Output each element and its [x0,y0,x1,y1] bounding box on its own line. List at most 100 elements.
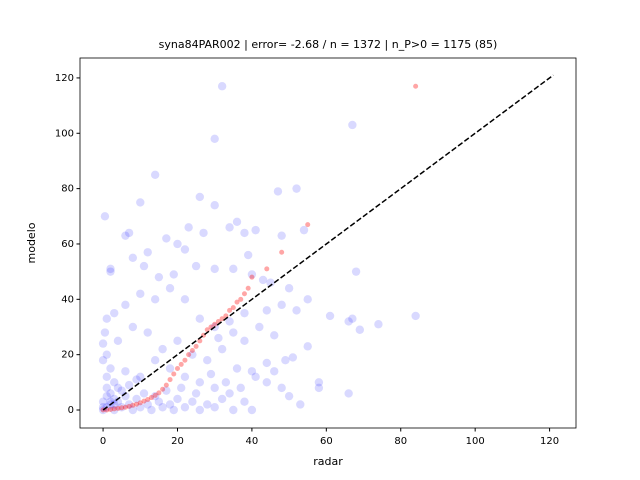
radar-point [158,344,167,354]
model-point [279,249,285,255]
chart-title: syna84PAR002 | error= -2.68 / n = 1372 |… [159,38,498,51]
radar-point [143,328,152,337]
model-point [182,357,188,363]
radar-point [162,234,171,243]
x-tick-label: 120 [540,436,559,447]
model-point [234,299,240,305]
radar-point [188,397,197,406]
radar-point [117,386,126,395]
radar-point [247,270,257,279]
radar-point [188,350,197,359]
radar-point [240,228,249,238]
radar-point [251,225,260,235]
model-point [148,395,154,401]
radar-point [169,270,178,279]
radar-point [177,383,186,393]
radar-point [251,372,260,382]
radar-point [124,400,134,409]
radar-point [100,328,110,337]
radar-point [277,383,286,393]
radar-point [255,322,264,332]
radar-point [262,306,271,315]
y-tick-label: 60 [61,239,74,250]
radar-point [229,405,238,415]
radar-point [270,331,279,340]
radar-point [351,267,361,276]
model-point [189,348,195,354]
model-point [167,377,173,383]
model-point [160,386,166,392]
model-point [171,371,177,377]
radar-point [262,378,271,387]
radar-point [106,267,115,276]
radar-point [121,300,130,310]
radar-point [102,314,111,323]
radar-point [217,344,227,354]
radar-point [143,400,152,409]
radar-point [158,403,167,412]
x-tick-label: 80 [394,436,407,447]
radar-point [154,272,164,282]
model-point [230,305,236,311]
radar-point [214,333,223,343]
radar-point [98,339,108,348]
radar-point [344,317,353,326]
radar-point [184,223,193,232]
radar-point [128,322,138,332]
radar-point [344,389,353,398]
radar-point [229,328,238,337]
radar-point [173,336,182,346]
radar-point [195,192,205,202]
radar-point [232,217,242,227]
radar-point [165,284,175,293]
x-tick-label: 40 [246,436,259,447]
radar-point [292,306,301,315]
radar-point [136,289,145,298]
x-tick-label: 20 [171,436,184,447]
radar-point [110,405,119,415]
radar-point [128,253,138,263]
radar-point [121,231,130,240]
radar-point [106,364,115,373]
radar-point [348,120,357,130]
radar-point [303,342,312,351]
radar-point [232,364,242,373]
radar-point [277,300,286,310]
radar-point [180,295,190,304]
radar-point [191,261,201,271]
radar-point [173,239,182,249]
radar-point [284,284,294,293]
model-point [130,402,136,408]
x-tick-label: 60 [320,436,333,447]
model-point [186,352,192,358]
radar-point [284,391,294,401]
radar-point [355,325,365,334]
radar-point [247,405,257,415]
radar-point [229,264,238,274]
radar-point [139,389,149,398]
radar-point [195,405,205,415]
radar-point [150,170,160,179]
y-tick-label: 20 [61,350,74,361]
model-point [241,291,247,297]
radar-point [210,134,219,144]
model-point [137,400,143,406]
radar-point [98,355,108,365]
radar-point [195,378,205,387]
radar-point [150,295,160,304]
radar-point [162,386,171,395]
radar-point [150,391,160,401]
reference-line [102,74,554,411]
y-tick-label: 120 [55,73,74,84]
radar-point [221,378,231,387]
radar-point [288,353,298,362]
model-point [156,390,162,396]
model-point [122,404,128,410]
model-point [193,343,199,349]
radar-point [277,231,286,240]
model-point [119,405,125,411]
radar-point [262,358,271,368]
radar-point [258,275,268,285]
radar-point [173,394,182,404]
radar-point [180,245,190,254]
